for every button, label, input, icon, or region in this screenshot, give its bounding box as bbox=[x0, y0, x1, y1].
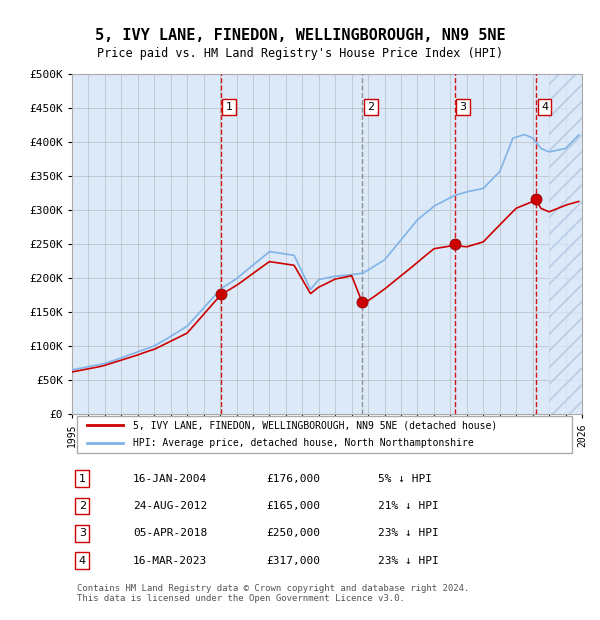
Text: 1: 1 bbox=[79, 474, 86, 484]
Text: Contains HM Land Registry data © Crown copyright and database right 2024.
This d: Contains HM Land Registry data © Crown c… bbox=[77, 584, 469, 603]
Text: HPI: Average price, detached house, North Northamptonshire: HPI: Average price, detached house, Nort… bbox=[133, 438, 474, 448]
Text: 24-AUG-2012: 24-AUG-2012 bbox=[133, 501, 208, 511]
Text: Price paid vs. HM Land Registry's House Price Index (HPI): Price paid vs. HM Land Registry's House … bbox=[97, 46, 503, 60]
Text: 4: 4 bbox=[79, 556, 86, 565]
Text: 5, IVY LANE, FINEDON, WELLINGBOROUGH, NN9 5NE (detached house): 5, IVY LANE, FINEDON, WELLINGBOROUGH, NN… bbox=[133, 420, 497, 430]
Text: £176,000: £176,000 bbox=[266, 474, 320, 484]
Text: 3: 3 bbox=[79, 528, 86, 538]
Text: 5% ↓ HPI: 5% ↓ HPI bbox=[378, 474, 432, 484]
Text: 3: 3 bbox=[460, 102, 467, 112]
Text: 2: 2 bbox=[79, 501, 86, 511]
Text: 4: 4 bbox=[541, 102, 548, 112]
Text: 1: 1 bbox=[226, 102, 233, 112]
Text: 16-JAN-2004: 16-JAN-2004 bbox=[133, 474, 208, 484]
Polygon shape bbox=[549, 74, 582, 414]
Text: £165,000: £165,000 bbox=[266, 501, 320, 511]
Text: 05-APR-2018: 05-APR-2018 bbox=[133, 528, 208, 538]
Text: 16-MAR-2023: 16-MAR-2023 bbox=[133, 556, 208, 565]
Text: 2: 2 bbox=[367, 102, 374, 112]
Text: £250,000: £250,000 bbox=[266, 528, 320, 538]
Text: 5, IVY LANE, FINEDON, WELLINGBOROUGH, NN9 5NE: 5, IVY LANE, FINEDON, WELLINGBOROUGH, NN… bbox=[95, 28, 505, 43]
Text: 23% ↓ HPI: 23% ↓ HPI bbox=[378, 528, 439, 538]
Text: £317,000: £317,000 bbox=[266, 556, 320, 565]
Text: 21% ↓ HPI: 21% ↓ HPI bbox=[378, 501, 439, 511]
Text: 23% ↓ HPI: 23% ↓ HPI bbox=[378, 556, 439, 565]
FancyBboxPatch shape bbox=[77, 416, 572, 453]
